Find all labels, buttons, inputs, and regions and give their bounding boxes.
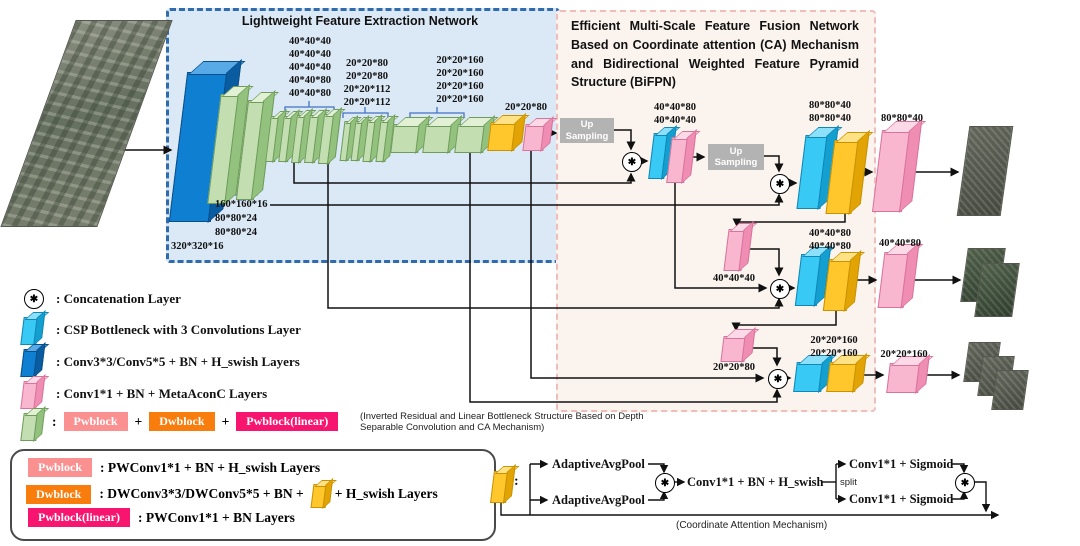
- backbone-out-label: 20*20*80: [505, 102, 547, 113]
- legend-conv-label: : Conv3*3/Conv5*5 + BN + H_swish Layers: [56, 354, 300, 369]
- concat-node-1: ✱: [622, 152, 642, 172]
- bottleneck-note: (Inverted Residual and Linear Bottleneck…: [360, 411, 644, 433]
- ca-concat-node: ✱: [655, 473, 675, 493]
- pwblock-badge: Pwblock: [63, 412, 128, 431]
- legend-bottleneck-row: : Pwblock + Dwblock + Pwblock(linear): [52, 412, 339, 431]
- mid-stack-labels: 40*40*80 40*40*80: [809, 228, 851, 252]
- bot-in-label: 20*20*80: [713, 362, 755, 373]
- mid-in-label: 40*40*40: [713, 273, 755, 284]
- ca-attention-block: [822, 250, 866, 312]
- conv1x1-block: [522, 116, 558, 152]
- dim-labels-20-level-b: 20*20*160 20*20*160 20*20*160 20*20*160: [436, 55, 484, 105]
- asterisk-icon: ✱: [660, 477, 670, 489]
- legend-conv1-label: : Conv1*1 + BN + MetaAconC Layers: [56, 386, 268, 401]
- dwblock-badge: Dwblock: [26, 484, 92, 504]
- plus-sign: +: [134, 413, 143, 429]
- pwblock-definition-row: Pwblock : PWConv1*1 + BN + H_swish Layer…: [28, 458, 320, 477]
- bot-stack-labels: 20*20*160 20*20*160: [810, 335, 858, 359]
- asterisk-icon: ✱: [627, 156, 637, 168]
- ca-pool-top: AdaptiveAvgPool: [552, 457, 645, 471]
- conv1x1-block: [720, 327, 760, 363]
- feature-block: [454, 115, 499, 154]
- ca-attention-block: [826, 353, 871, 393]
- ca-pool-bottom: AdaptiveAvgPool: [552, 493, 645, 507]
- feature-block: [422, 115, 466, 154]
- pwblock-badge: Pwblock: [28, 458, 93, 477]
- ca-conv-label: Conv1*1 + BN + H_swish: [687, 475, 824, 489]
- input-size-label: 320*320*16: [171, 241, 224, 252]
- ca-sigmoid-top: Conv1*1 + Sigmoid: [849, 457, 954, 471]
- mid-out-label: 40*40*80: [879, 238, 921, 249]
- data-flow-arrows: [95, 128, 962, 403]
- top-out-label: 80*80*40: [881, 113, 923, 124]
- concat-node-4: ✱: [768, 369, 788, 389]
- dwblock-definition-row: Dwblock : DWConv3*3/DWConv5*5 + BN + + H…: [26, 478, 438, 509]
- ca-multiply-node: ✱: [955, 473, 975, 493]
- asterisk-icon: ✱: [775, 283, 785, 295]
- upsampling-box-1: Up Sampling: [560, 118, 614, 143]
- ca-split-label: split: [840, 477, 857, 488]
- upsampling-label: Up Sampling: [714, 145, 758, 168]
- asterisk-icon: ✱: [29, 293, 39, 305]
- pair-labels: 40*40*80 40*40*40: [654, 102, 696, 126]
- legend-bottleneck-icon: [20, 406, 50, 442]
- dwblock-definition-a: : DWConv3*3/DWConv5*5 + BN +: [99, 486, 304, 501]
- legend-ca-icon: [310, 478, 337, 509]
- legend-csp-label: : CSP Bottleneck with 3 Convolutions Lay…: [56, 322, 301, 337]
- dwblock-definition-b: + H_swish Layers: [334, 486, 438, 501]
- ca-attention-block: [487, 113, 530, 152]
- output-image-small: [991, 370, 1029, 410]
- head-conv-block: [886, 354, 934, 394]
- legend-concat-icon: ✱: [24, 289, 44, 309]
- output-image-medium: [974, 263, 1020, 317]
- upsampling-box-2: Up Sampling: [708, 144, 764, 170]
- pwblock-linear-badge: Pwblock(linear): [236, 412, 339, 431]
- ca-block-icon: [490, 464, 520, 504]
- dim-labels-20-level-a: 20*20*80 20*20*80 20*20*112 20*20*112: [343, 58, 391, 108]
- top-stack-labels: 80*80*40 80*80*40: [809, 100, 851, 124]
- pwblock-linear-definition-row: Pwblock(linear) : PWConv1*1 + BN Layers: [28, 508, 295, 527]
- asterisk-icon: ✱: [960, 477, 970, 489]
- csp-block: [793, 353, 837, 393]
- dim-labels-early-stages: 160*160*16 80*80*24 80*80*24: [215, 199, 268, 238]
- colon: :: [52, 413, 57, 429]
- coordinate-attention-arrows: [500, 459, 1000, 520]
- conv1x1-block: [723, 221, 758, 272]
- asterisk-icon: ✱: [775, 178, 785, 190]
- head-conv-block: [877, 242, 924, 309]
- fusion-title: Efficient Multi-Scale Feature Fusion Net…: [571, 19, 859, 90]
- extraction-title: Lightweight Feature Extraction Network: [241, 14, 479, 28]
- ca-colon: :: [514, 474, 519, 489]
- concat-node-3: ✱: [770, 279, 790, 299]
- pwblock-linear-definition: : PWConv1*1 + BN Layers: [138, 509, 295, 525]
- feature-block: [390, 115, 434, 154]
- plus-sign: +: [221, 413, 230, 429]
- pwblock-linear-badge: Pwblock(linear): [28, 508, 130, 527]
- legend-conv-icon: [20, 342, 50, 378]
- legend-conv1-icon: [20, 374, 50, 410]
- bot-out-label: 20*20*160: [880, 349, 928, 360]
- ca-caption: (Coordinate Attention Mechanism): [676, 520, 828, 531]
- dim-labels-40-level: 40*40*40 40*40*40 40*40*40 40*40*80 40*4…: [289, 36, 331, 99]
- pwblock-definition: : PWConv1*1 + BN + H_swish Layers: [100, 459, 321, 475]
- legend-concat-label: : Concatenation Layer: [56, 291, 181, 306]
- ca-sigmoid-bottom: Conv1*1 + Sigmoid: [849, 492, 954, 506]
- dwblock-badge: Dwblock: [149, 412, 215, 431]
- legend-csp-icon: [20, 310, 50, 346]
- asterisk-icon: ✱: [773, 373, 783, 385]
- feature-fusion-region: [556, 10, 876, 412]
- concat-node-2: ✱: [770, 174, 790, 194]
- upsampling-label: Up Sampling: [565, 119, 609, 142]
